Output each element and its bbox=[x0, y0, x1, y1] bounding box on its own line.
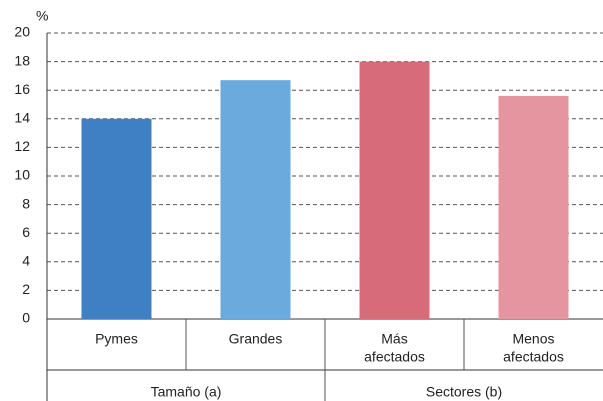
x-tick-label: afectados bbox=[503, 349, 564, 365]
y-tick-label: 8 bbox=[22, 195, 30, 211]
bar bbox=[359, 61, 430, 319]
y-tick-label: 12 bbox=[14, 138, 30, 154]
bar bbox=[498, 95, 569, 319]
y-tick-label: 16 bbox=[14, 81, 30, 97]
bar bbox=[220, 80, 291, 319]
y-tick-label: 18 bbox=[14, 52, 30, 68]
bar bbox=[81, 118, 152, 319]
x-tick-label: afectados bbox=[364, 349, 425, 365]
y-tick-label: 14 bbox=[14, 110, 30, 126]
x-tick-label: Grandes bbox=[229, 331, 283, 347]
y-tick-label: 10 bbox=[14, 167, 30, 183]
x-tick-label: Pymes bbox=[95, 331, 138, 347]
y-tick-label: 2 bbox=[22, 281, 30, 297]
group-label: Tamaño (a) bbox=[151, 384, 222, 400]
y-tick-label: 20 bbox=[14, 24, 30, 40]
y-tick-label: 6 bbox=[22, 224, 30, 240]
x-tick-label: Más bbox=[381, 331, 407, 347]
y-axis-unit: % bbox=[36, 8, 48, 24]
x-tick-label: Menos bbox=[512, 331, 554, 347]
group-label: Sectores (b) bbox=[426, 384, 502, 400]
y-tick-label: 0 bbox=[22, 310, 30, 326]
y-tick-label: 4 bbox=[22, 253, 30, 269]
